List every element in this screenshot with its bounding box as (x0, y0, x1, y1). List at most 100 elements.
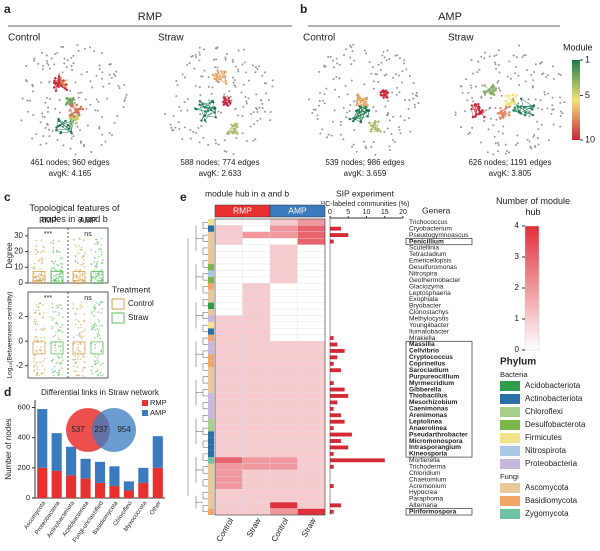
strip-point (36, 361, 38, 364)
strip-point (79, 307, 81, 309)
strip-point (39, 278, 41, 281)
colorbar-tick-label: 3 (515, 252, 520, 261)
strip-point (35, 248, 37, 251)
network-node (371, 66, 374, 69)
strip-point (51, 371, 54, 373)
network-node (83, 145, 86, 148)
strip-point (98, 325, 101, 327)
network-node (241, 63, 244, 66)
strip-point (40, 345, 42, 348)
network-node (403, 99, 406, 102)
network-node (368, 61, 371, 64)
heatmap-cell (214, 308, 243, 316)
column-label: Control (270, 516, 291, 543)
network-node (95, 98, 98, 101)
significance: ns (84, 231, 92, 238)
network-node (79, 141, 82, 144)
network-node (222, 75, 225, 79)
heatmap-cell (214, 244, 243, 252)
strip-point (76, 307, 78, 310)
network-node (73, 99, 76, 102)
phylum-strip (208, 219, 214, 226)
network-edge (358, 97, 368, 106)
sip-bar (330, 336, 334, 340)
strip-point (41, 258, 43, 260)
strip-point (100, 251, 103, 253)
network-node (532, 135, 535, 138)
network-node (346, 93, 349, 96)
network-node (195, 56, 198, 59)
network-node (308, 98, 311, 101)
phylum-strip (208, 341, 214, 348)
strip-point (77, 355, 80, 358)
network-node (200, 75, 203, 78)
strip-point (78, 332, 81, 334)
strip-point (41, 249, 43, 252)
network-node (508, 105, 511, 108)
strip-point (52, 247, 54, 249)
strip-point (52, 374, 55, 377)
network-node (181, 138, 184, 141)
legend-label: Proteobacteria (525, 459, 578, 468)
network-node (397, 74, 400, 77)
network-stats: 626 nodes; 1191 edges (468, 158, 551, 167)
genus-label: Pseudogymnoascus (409, 232, 469, 239)
heatmap-cell (297, 296, 326, 303)
network-node (312, 108, 315, 111)
strip-point (36, 365, 39, 368)
network-node (65, 79, 68, 82)
network-node (379, 91, 382, 94)
y-tick-label: 30 (14, 231, 23, 240)
heatmap-cell (297, 315, 326, 323)
network-node (333, 88, 336, 91)
heatmap-cell (297, 399, 326, 406)
strip-point (43, 312, 45, 314)
network-node (188, 62, 191, 65)
network-node (559, 125, 562, 128)
strip-point (80, 343, 82, 345)
network-node (62, 79, 65, 82)
heatmap-cell (297, 405, 326, 413)
strip-point (58, 312, 60, 314)
network-node (388, 58, 391, 61)
strip-point (100, 273, 103, 276)
network-node (237, 49, 240, 52)
strip-point (79, 358, 82, 361)
sip-bar (330, 426, 334, 431)
network-node (33, 59, 36, 62)
phylum-strip (208, 463, 214, 470)
network-node (33, 57, 36, 60)
strip-point (79, 335, 81, 337)
network-node (214, 116, 217, 119)
network-node (204, 110, 207, 113)
phylum-strip (208, 225, 214, 232)
network-node (98, 68, 101, 71)
network-node (548, 139, 551, 142)
strip-point (98, 277, 101, 279)
strip-point (91, 313, 93, 315)
genus-label: Intrasporangium (409, 444, 461, 451)
strip-point (74, 355, 76, 357)
network-node (28, 99, 31, 102)
network-node (501, 132, 504, 135)
strip-point (40, 280, 42, 282)
network-node (385, 95, 388, 99)
panel-title: AMP (438, 11, 462, 23)
network-node (67, 127, 71, 131)
network-node (59, 131, 62, 135)
network-node (194, 53, 197, 56)
heatmap-cell (242, 399, 271, 406)
network-node (414, 94, 417, 97)
network-node (211, 86, 214, 89)
network-avgk: avgK: 3.805 (489, 169, 532, 178)
strip-point (96, 356, 99, 359)
legend-swatch (500, 496, 520, 506)
network-node (377, 81, 380, 84)
strip-point (96, 243, 98, 245)
strip-point (97, 311, 99, 313)
heatmap-cell (214, 386, 243, 393)
strip-point (100, 350, 103, 353)
network-node (353, 117, 357, 121)
network-node (85, 108, 88, 111)
network-node (342, 106, 345, 109)
